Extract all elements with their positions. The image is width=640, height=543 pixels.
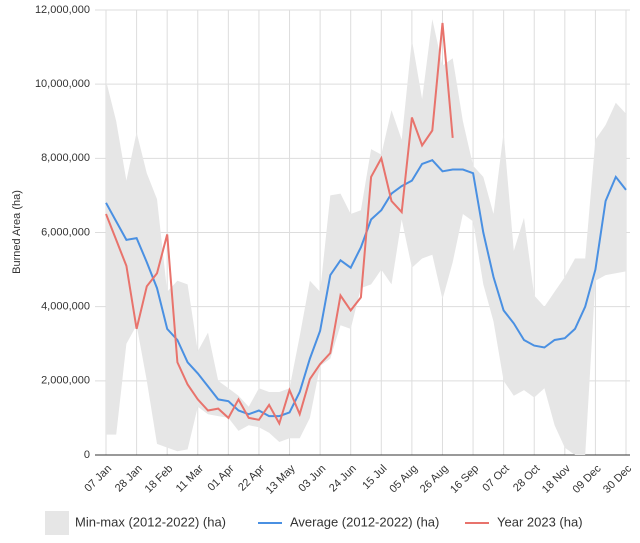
y-tick-label: 6,000,000 [41, 226, 90, 238]
x-tick-label: 13 May [264, 462, 298, 496]
x-tick-label: 18 Feb [143, 463, 176, 496]
legend-label: Average (2012-2022) (ha) [290, 514, 439, 529]
line [105, 22, 454, 427]
x-tick-label: 18 Nov [540, 462, 573, 495]
x-tick-label: 28 Oct [511, 463, 542, 494]
x-tick-label: 05 Aug [387, 463, 420, 496]
x-tick-label: 16 Sep [448, 463, 481, 496]
legend-label: Min-max (2012-2022) (ha) [75, 514, 226, 529]
x-tick-label: 24 Jun [327, 463, 359, 495]
legend-swatch [45, 511, 69, 535]
x-tick-label: 30 Dec [601, 462, 634, 495]
x-tick-label: 26 Aug [418, 463, 451, 496]
x-tick-label: 28 Jan [113, 463, 145, 495]
x-tick-label: 11 Mar [174, 462, 206, 494]
y-tick-label: 8,000,000 [41, 152, 90, 164]
y-tick-label: 2,000,000 [41, 375, 90, 387]
legend: Min-max (2012-2022) (ha) Average (2012-20… [45, 511, 583, 535]
x-tick-label: 03 Jun [296, 463, 328, 495]
x-tick-label: 22 Apr [236, 462, 267, 493]
y-tick-label: 4,000,000 [41, 301, 90, 313]
x-tick-label: 01 Apr [206, 462, 237, 493]
y-tick-label: 0 [84, 449, 90, 461]
x-tick-label: 07 Oct [480, 463, 511, 494]
x-tick-label: 07 Jan [82, 463, 114, 495]
x-tick-label: 15 Jul [360, 463, 389, 492]
y-tick-label: 10,000,000 [35, 78, 90, 90]
x-tick-label: 09 Dec [570, 462, 603, 495]
legend-label: Year 2023 (ha) [497, 514, 583, 529]
y-axis-label: Burned Area (ha) [11, 190, 23, 274]
y-tick-label: 12,000,000 [35, 4, 90, 16]
